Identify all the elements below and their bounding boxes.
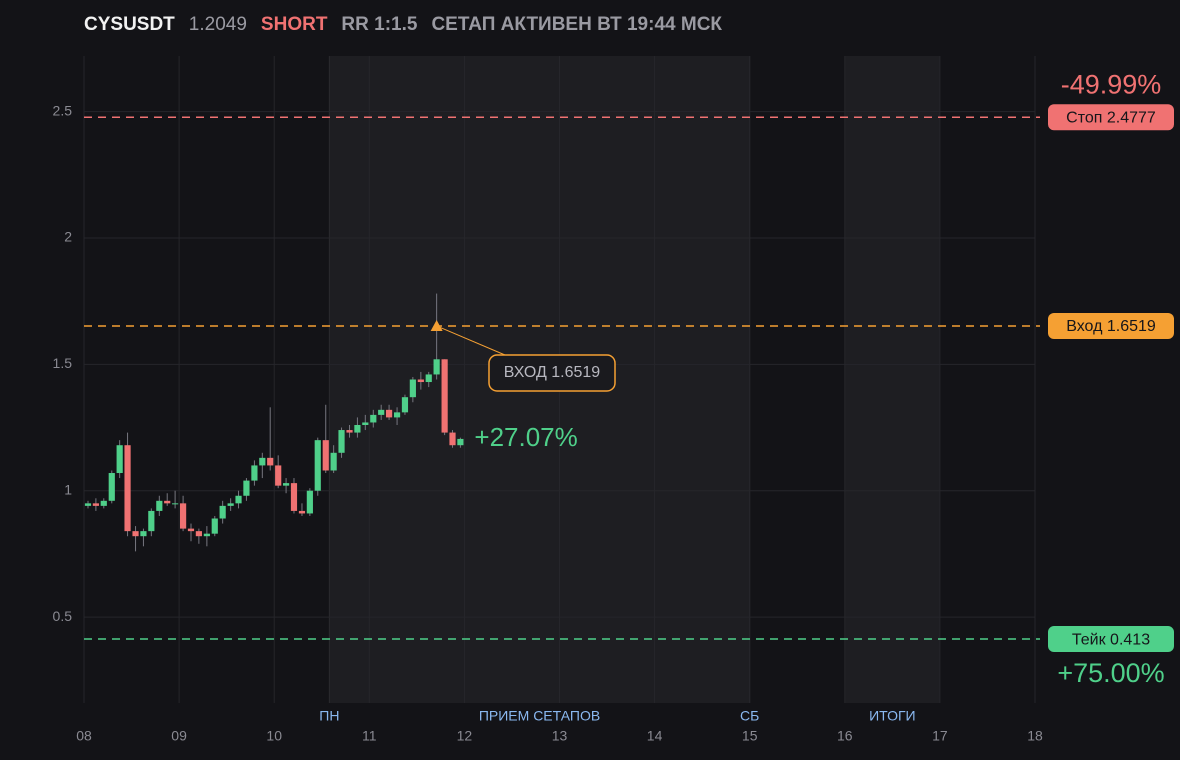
candle-body xyxy=(449,432,456,446)
session-region xyxy=(844,56,940,703)
symbol: CYSUSDT xyxy=(84,14,175,35)
entry-box-label: ВХОД 1.6519 xyxy=(504,364,601,381)
level-pill xyxy=(1048,104,1174,131)
candle-body xyxy=(211,518,218,534)
candle-body xyxy=(108,473,115,501)
candle-body xyxy=(306,490,313,514)
candle-body xyxy=(84,503,92,506)
y-tick-label: 2.5 xyxy=(53,102,73,118)
y-tick-label: 0.5 xyxy=(53,608,73,624)
x-tick-label: 11 xyxy=(362,728,377,744)
candle-body xyxy=(298,510,306,514)
level-pill xyxy=(1048,312,1174,339)
candle-body xyxy=(100,500,107,506)
candle-body xyxy=(370,414,377,423)
entry-connector xyxy=(436,325,506,356)
candle-body xyxy=(180,503,187,529)
x-tick-label: 17 xyxy=(932,728,948,744)
candle-body xyxy=(164,500,171,504)
header: CYSUSDT 1.2049 SHORT RR 1:1.5 СЕТАП АКТИ… xyxy=(84,14,722,36)
x-tick-label: 14 xyxy=(647,728,663,744)
x-tick-label: 13 xyxy=(552,728,568,744)
candle-body xyxy=(330,452,337,471)
candle-body xyxy=(243,480,250,496)
candle-body xyxy=(322,440,329,471)
entry-box xyxy=(488,354,616,392)
y-tick-label: 1.5 xyxy=(53,355,73,371)
candle-body xyxy=(275,465,282,486)
x-tick-label: 12 xyxy=(457,728,473,744)
candle-body xyxy=(346,430,353,433)
status: СЕТАП АКТИВЕН ВТ 19:44 МСК xyxy=(431,14,723,35)
x-tick-label: 15 xyxy=(742,728,758,744)
x-tick-label: 18 xyxy=(1027,728,1043,744)
candle-body xyxy=(132,531,139,537)
candle-body xyxy=(417,379,424,383)
rr: RR 1:1.5 xyxy=(341,14,418,35)
level-label: Тейк 0.413 xyxy=(1072,631,1150,648)
y-tick-label: 1 xyxy=(64,481,72,497)
candle-body xyxy=(441,359,448,433)
candle-body xyxy=(378,409,385,415)
region-label: ПРИЕМ СЕТАПОВ xyxy=(479,708,600,724)
x-tick-label: 08 xyxy=(76,728,92,744)
candle-body xyxy=(425,374,432,383)
price: 1.2049 xyxy=(188,14,247,35)
candle-body xyxy=(362,422,369,425)
candle-body xyxy=(187,528,195,532)
level-label: Стоп 2.4777 xyxy=(1066,109,1156,126)
level-percent: +75.00% xyxy=(1057,658,1164,688)
y-tick-label: 2 xyxy=(64,229,72,245)
candle-body xyxy=(393,412,401,418)
candle-body xyxy=(457,438,464,446)
candle-body xyxy=(433,359,440,375)
candle-body xyxy=(282,483,290,486)
x-tick-label: 09 xyxy=(171,728,187,744)
candle-body xyxy=(354,424,361,433)
candle-body xyxy=(338,430,345,453)
candle-body xyxy=(290,483,298,511)
candle-body xyxy=(140,531,147,537)
level-label: Вход 1.6519 xyxy=(1066,318,1156,335)
region-label: ИТОГИ xyxy=(869,708,916,724)
candle-body xyxy=(124,445,131,532)
marker-label: ПН xyxy=(319,708,339,724)
candle-body xyxy=(314,440,321,491)
side: SHORT xyxy=(260,14,328,35)
candle-body xyxy=(409,379,416,398)
candle-body xyxy=(148,510,155,532)
x-tick-label: 16 xyxy=(837,728,853,744)
candle-body xyxy=(401,397,409,413)
candle-body xyxy=(219,505,226,519)
marker-label: СБ xyxy=(740,708,759,724)
candle-body xyxy=(156,500,163,511)
candle-body xyxy=(259,457,266,466)
candle-body xyxy=(203,533,210,537)
candle-body xyxy=(267,457,274,466)
candle-body xyxy=(116,445,123,474)
candle-body xyxy=(195,531,202,537)
candle-body xyxy=(92,503,99,506)
x-tick-label: 10 xyxy=(266,728,282,744)
level-pill xyxy=(1048,626,1174,653)
candle-body xyxy=(227,503,234,506)
candle-body xyxy=(385,409,393,418)
candle-body xyxy=(251,465,258,481)
entry-marker xyxy=(430,319,443,331)
candle-body xyxy=(172,503,179,505)
pnl-label: +27.07% xyxy=(474,422,577,452)
level-percent: -49.99% xyxy=(1061,69,1162,99)
candle-body xyxy=(235,495,242,504)
